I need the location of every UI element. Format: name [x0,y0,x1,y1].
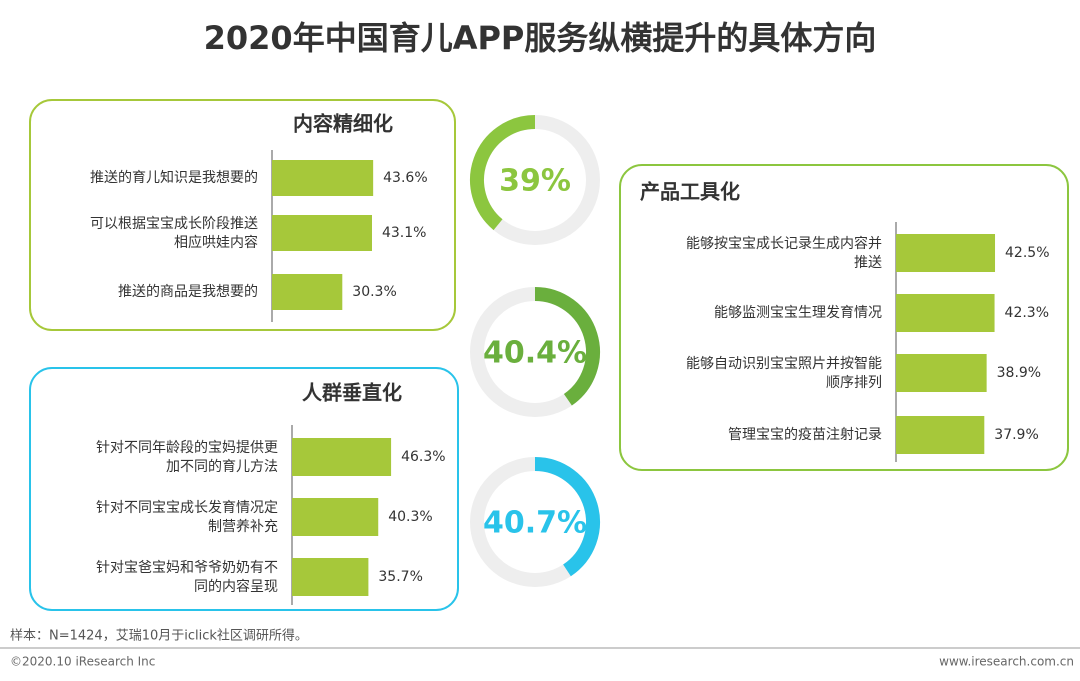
category-label: 可以根据宝宝成长阶段推送相应哄娃内容 [90,216,258,251]
panel-title: 产品工具化 [640,180,740,204]
bar [896,294,995,332]
category-label: 能够自动识别宝宝照片并按智能顺序排列 [686,356,882,391]
value-label: 43.1% [382,225,426,241]
website: www.iresearch.com.cn [939,655,1074,669]
category-label: 推送的商品是我想要的 [118,284,258,300]
value-label: 42.5% [1005,245,1049,261]
bar [896,234,996,272]
bar [272,274,343,310]
category-label: 推送的育儿知识是我想要的 [90,169,258,186]
bar [292,498,379,536]
source-note: 样本：N=1424，艾瑞10月于iclick社区调研所得。 [10,628,308,644]
bar [896,416,985,454]
bar [896,354,987,392]
panel-title: 内容精细化 [293,112,393,136]
bar [292,438,392,476]
value-label: 30.3% [352,284,396,300]
bar [292,558,369,596]
gauge-label: 39% [499,164,571,199]
value-label: 37.9% [994,427,1038,443]
value-label: 46.3% [401,449,445,465]
gauge-label: 40.7% [483,506,587,541]
value-label: 40.3% [388,509,432,525]
category-label: 针对不同年龄段的宝妈提供更加不同的育儿方法 [96,440,278,475]
gauge-label: 40.4% [483,336,587,371]
category-label: 管理宝宝的疫苗注射记录 [728,427,882,443]
value-label: 42.3% [1005,305,1049,321]
category-label: 能够监测宝宝生理发育情况 [714,305,882,321]
panel [29,99,456,331]
panel-title: 人群垂直化 [302,381,402,405]
gauge-arc [470,115,536,231]
title: 2020年中国育儿APP服务纵横提升的具体方向 [204,19,877,57]
panel [619,164,1069,471]
category-label: 针对宝爸宝妈和爷爷奶奶有不同的内容呈现 [96,560,278,595]
bar [272,160,374,196]
value-label: 35.7% [378,569,422,585]
category-label: 针对不同宝宝成长发育情况定制营养补充 [96,500,278,535]
bar [272,215,372,251]
value-label: 38.9% [997,365,1041,381]
category-label: 能够按宝宝成长记录生成内容并推送 [686,235,882,271]
copyright: ©2020.10 iResearch Inc [10,655,155,669]
gauge-arc [534,457,600,577]
value-label: 43.6% [383,170,427,186]
panel [29,367,459,611]
gauge-arc [534,287,600,406]
